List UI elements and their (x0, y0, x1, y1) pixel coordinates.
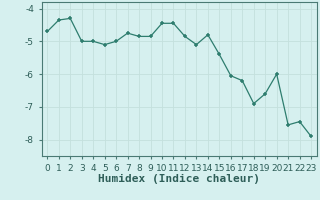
X-axis label: Humidex (Indice chaleur): Humidex (Indice chaleur) (98, 174, 260, 184)
